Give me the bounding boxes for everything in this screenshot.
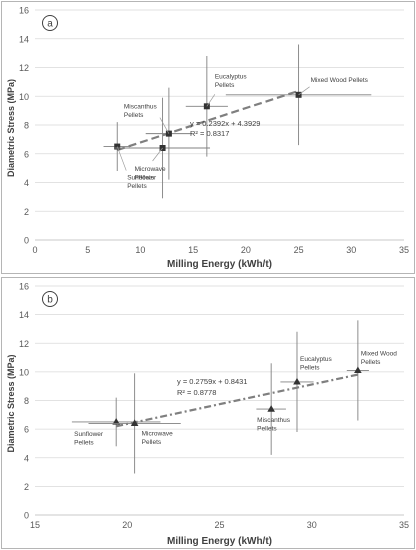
y-tick-label: 4	[24, 178, 29, 188]
x-tick-label: 30	[346, 245, 356, 255]
data-label: Pellets	[124, 112, 144, 119]
data-point	[354, 366, 362, 374]
y-axis-label: Diametric Stress (MPa)	[6, 79, 16, 177]
y-axis-label: Diametric Stress (MPa)	[6, 354, 16, 452]
x-tick-label: 35	[399, 245, 409, 255]
data-point	[130, 419, 139, 426]
y-tick-label: 14	[19, 34, 29, 44]
label-leader-line	[116, 146, 127, 171]
data-label: Pellets	[74, 439, 94, 446]
data-label: Eucalyptus	[215, 73, 248, 80]
data-point	[293, 377, 301, 385]
label-leader-line	[206, 94, 216, 107]
trendline	[115, 373, 359, 428]
data-label: Microwave	[135, 166, 166, 173]
x-tick-label: 10	[135, 245, 145, 255]
y-tick-label: 12	[19, 63, 29, 73]
trendline-equation: R² = 0.8778	[177, 388, 216, 397]
label-leader-line	[159, 117, 170, 134]
x-tick-label: 25	[214, 520, 224, 530]
chart-panel-a-frame	[1, 1, 415, 274]
y-tick-label: 6	[24, 425, 29, 435]
data-label: Mixed Wood Pellets	[311, 77, 369, 84]
y-tick-label: 2	[24, 207, 29, 217]
y-tick-label: 0	[24, 236, 29, 246]
data-label: Pellets	[257, 426, 277, 433]
x-tick-label: 15	[30, 520, 40, 530]
x-tick-label: 35	[399, 520, 409, 530]
y-tick-label: 14	[19, 310, 29, 320]
x-tick-label: 30	[307, 520, 317, 530]
x-tick-label: 0	[32, 245, 37, 255]
x-tick-label: 5	[85, 245, 90, 255]
data-label: Pellets	[215, 82, 235, 89]
data-point	[267, 405, 275, 412]
y-tick-label: 4	[24, 453, 29, 463]
y-tick-label: 16	[19, 282, 29, 292]
data-label: Sunflower	[74, 431, 104, 438]
x-tick-label: 20	[241, 245, 251, 255]
data-label: Pellets	[135, 175, 155, 182]
data-label: Pellets	[142, 439, 162, 446]
trendline-equation: y = 0.2759x + 0.8431	[177, 377, 247, 386]
panel-label: a	[47, 19, 53, 30]
x-axis-label: Milling Energy (kWh/t)	[167, 259, 272, 270]
data-label: Pellets	[127, 183, 147, 190]
data-label: Mixed Wood	[361, 350, 397, 357]
y-tick-label: 10	[19, 92, 29, 102]
chart-panel-b-frame	[1, 277, 415, 549]
data-label: Pellets	[300, 364, 320, 371]
panel-label-circle	[42, 15, 58, 31]
x-tick-label: 20	[122, 520, 132, 530]
data-label: Microwave	[142, 430, 173, 437]
trendline	[116, 89, 299, 152]
data-label: Miscanthus	[257, 417, 291, 424]
y-tick-label: 10	[19, 367, 29, 377]
panel-label-circle	[42, 291, 58, 307]
data-label: Miscanthus	[124, 104, 158, 111]
label-leader-line	[152, 147, 163, 162]
y-tick-label: 6	[24, 149, 29, 159]
y-tick-label: 0	[24, 511, 29, 521]
x-tick-label: 25	[294, 245, 304, 255]
data-label: Pellets	[361, 359, 381, 366]
y-tick-label: 16	[19, 6, 29, 16]
data-label: Sunflower	[127, 175, 157, 182]
y-tick-label: 2	[24, 482, 29, 492]
label-leader-line	[298, 86, 310, 96]
trendline-equation: y = 0.2392x + 4.3929	[190, 119, 260, 128]
y-tick-label: 12	[19, 339, 29, 349]
panel-label: b	[47, 295, 53, 306]
data-label: Eucalyptus	[300, 356, 333, 363]
trendline-equation: R² = 0.8317	[190, 129, 229, 138]
y-tick-label: 8	[24, 121, 29, 131]
data-point	[112, 417, 120, 425]
x-tick-label: 15	[188, 245, 198, 255]
x-axis-label: Milling Energy (kWh/t)	[167, 536, 272, 547]
y-tick-label: 8	[24, 396, 29, 406]
